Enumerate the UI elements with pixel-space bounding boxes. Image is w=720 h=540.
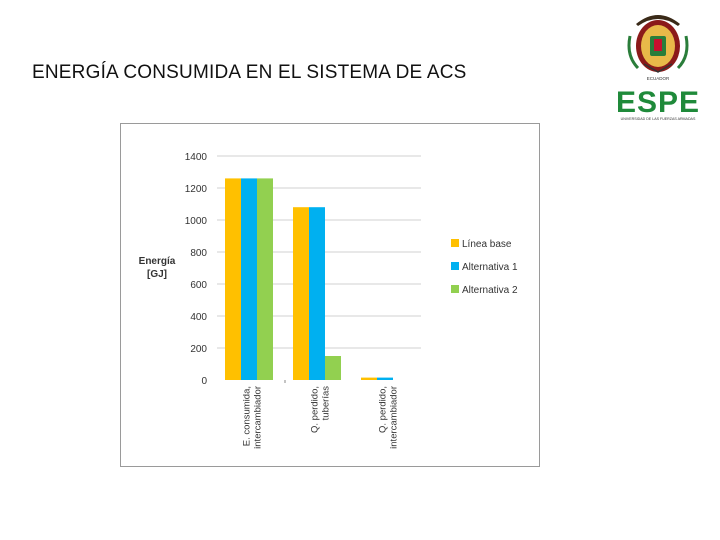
legend-label: Alternativa 1	[462, 262, 518, 273]
bar-1-3	[361, 377, 377, 380]
chart-frame: 0 200 400 600 800 1000 1200 1400 E. consumida, i…	[120, 123, 540, 467]
x-category-labels: E. consumida, intercambiador Q. perdido, tu…	[242, 386, 400, 449]
x-category-line: intercambiador	[253, 386, 264, 449]
y-tick-label: 1200	[185, 184, 208, 195]
x-category-line: Q. perdido,	[310, 386, 321, 433]
logo-subtitle: UNIVERSIDAD DE LAS FUERZAS ARMADAS	[621, 117, 696, 121]
legend-swatch	[451, 239, 459, 247]
y-tick-label: 1000	[185, 216, 208, 227]
x-category-label: Q. perdido, intercambiador	[378, 386, 400, 449]
x-category-label: Q. perdido, tuberías	[310, 386, 332, 433]
bars	[225, 178, 393, 380]
y-label-line: Energía	[139, 256, 176, 267]
bar-1-1	[225, 178, 241, 380]
legend: Línea base Alternativa 1 Alternativa 2	[451, 239, 518, 296]
y-tick-label: 0	[201, 376, 207, 387]
logo-text: ESPE	[616, 86, 700, 119]
x-category-label: E. consumida, intercambiador	[242, 386, 264, 449]
bar-1-2	[293, 207, 309, 380]
y-tick-labels: 0 200 400 600 800 1000 1200 1400	[185, 152, 208, 387]
espe-logo: ECUADOR ESPE UNIVERSIDAD DE LAS FUERZAS …	[616, 15, 700, 121]
x-category-line: tuberías	[321, 386, 332, 421]
y-tick-label: 800	[190, 248, 207, 259]
y-tick-label: 1400	[185, 152, 208, 163]
crest-icon	[627, 15, 689, 73]
bar-2-3	[377, 377, 393, 380]
y-tick-label: 600	[190, 280, 207, 291]
slide-title: ENERGÍA CONSUMIDA EN EL SISTEMA DE ACS	[32, 62, 467, 83]
bar-3-2	[325, 356, 341, 380]
y-tick-label: 200	[190, 344, 207, 355]
legend-swatch	[451, 262, 459, 270]
bar-2-1	[241, 178, 257, 380]
y-tick-label: 400	[190, 312, 207, 323]
x-category-line: E. consumida,	[242, 386, 253, 446]
bar-2-2	[309, 207, 325, 380]
y-axis-label: Energía [GJ]	[139, 256, 176, 280]
legend-swatch	[451, 285, 459, 293]
y-label-line: [GJ]	[147, 269, 167, 280]
x-category-line: intercambiador	[389, 386, 400, 449]
x-category-line: Q. perdido,	[378, 386, 389, 433]
legend-label: Alternativa 2	[462, 285, 518, 296]
bar-3-1	[257, 178, 273, 380]
legend-label: Línea base	[462, 239, 512, 250]
crest-text: ECUADOR	[647, 76, 670, 81]
